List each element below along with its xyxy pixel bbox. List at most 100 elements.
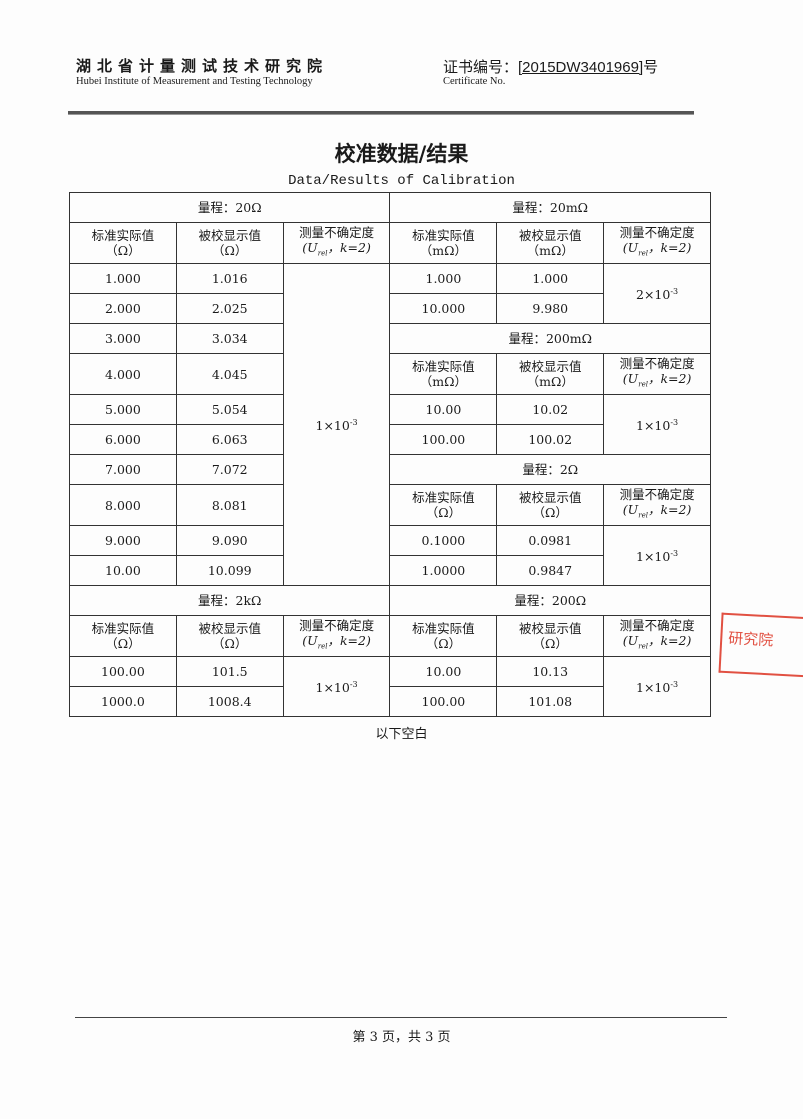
value: 100.00	[421, 694, 466, 709]
range-header: 量程：20mΩ	[389, 192, 711, 223]
value: 7.000	[105, 462, 141, 477]
rel: rel	[317, 249, 328, 258]
unc-base: 1×10	[636, 418, 671, 434]
displayed-value: 10.13	[496, 656, 605, 687]
standard-value: 9.000	[69, 525, 177, 556]
value: 3.034	[211, 331, 248, 346]
org-name-cn: 湖北省计量测试技术研究院	[76, 57, 329, 75]
range-label: 量程：200Ω	[514, 593, 587, 608]
u: U	[627, 370, 639, 386]
displayed-value: 10.02	[496, 394, 605, 425]
value: 4.045	[211, 366, 248, 382]
rel: rel	[638, 380, 648, 389]
blank-below-note: 以下空白	[375, 727, 428, 742]
cert-suffix: 号	[643, 58, 659, 76]
col-disp-label: 被校显示值	[518, 621, 582, 636]
standard-value: 1.0000	[389, 555, 498, 586]
rel: rel	[638, 511, 648, 520]
unit-label: （mΩ）	[526, 243, 574, 258]
unc-base: 2×10	[636, 287, 671, 303]
value: 9.090	[211, 533, 248, 548]
header-displayed-value: 被校显示值 （Ω）	[496, 484, 605, 526]
range-header: 量程：20Ω	[68, 192, 391, 223]
col-std-label: 标准实际值	[412, 359, 475, 374]
displayed-value: 7.072	[175, 454, 284, 485]
table-row: 标准实际值 （Ω） 被校显示值 （Ω） 测量不确定度 (Urel，k=2) 标准实际值 （mΩ…	[69, 222, 711, 264]
uncertainty-value: 1×10-3	[282, 656, 391, 717]
value: 6.063	[211, 432, 248, 447]
cert-label: 证书编号：	[443, 58, 519, 76]
displayed-value: 0.0981	[496, 525, 605, 556]
unit-label: （mΩ）	[419, 243, 467, 258]
table-row: 量程：20Ω 量程：20mΩ	[68, 192, 711, 223]
value: 10.13	[532, 664, 569, 679]
value: 2.000	[105, 301, 141, 316]
col-unc-label: 测量不确定度	[619, 355, 695, 371]
k: ，k=2)	[327, 632, 371, 648]
range-label: 量程：20Ω	[197, 200, 262, 215]
rel: rel	[638, 642, 648, 651]
k: ，k=2)	[647, 239, 692, 255]
displayed-value: 9.980	[496, 293, 605, 324]
header-uncertainty: 测量不确定度 (Urel，k=2)	[603, 484, 711, 526]
value: 10.099	[207, 563, 252, 578]
col-disp-label: 被校显示值	[518, 490, 582, 505]
value: 1000.0	[101, 694, 145, 709]
value: 10.00	[425, 402, 462, 417]
displayed-value: 1008.4	[175, 686, 284, 717]
standard-value: 1000.0	[69, 686, 177, 717]
displayed-value: 8.081	[175, 484, 284, 526]
standard-value: 1.000	[389, 263, 498, 294]
table-row: 2.000 2.025 10.000 9.980	[69, 293, 711, 324]
unit-label: （Ω）	[532, 505, 568, 520]
unc-exponent: -3	[670, 418, 679, 428]
value: 0.1000	[421, 533, 466, 548]
range-header: 量程：2kΩ	[68, 585, 391, 616]
value: 100.00	[101, 664, 145, 679]
p: (	[302, 632, 308, 648]
header-displayed-value: 被校显示值 （mΩ）	[496, 353, 605, 395]
table-row: 3.000 3.034 量程：200mΩ	[69, 323, 711, 354]
range-header: 量程：2Ω	[389, 454, 711, 485]
standard-value: 1.000	[69, 263, 177, 294]
unc-base: 1×10	[315, 418, 350, 434]
displayed-value: 100.02	[496, 424, 605, 455]
displayed-value: 101.5	[175, 656, 284, 687]
rel: rel	[317, 642, 328, 651]
rel: rel	[638, 249, 648, 258]
col-unc-label: 测量不确定度	[299, 617, 375, 633]
value: 6.000	[105, 432, 141, 447]
value: 1.000	[105, 271, 141, 286]
standard-value: 0.1000	[389, 525, 498, 556]
range-header: 量程：200mΩ	[389, 323, 711, 354]
col-std-label: 标准实际值	[412, 228, 475, 243]
header-displayed-value: 被校显示值 （Ω）	[175, 615, 284, 657]
u: U	[627, 632, 639, 648]
unit-label: （Ω）	[425, 636, 462, 651]
col-disp-label: 被校显示值	[518, 359, 582, 374]
col-disp-label: 被校显示值	[518, 228, 582, 243]
unc-exponent: -3	[670, 287, 679, 297]
value: 1.000	[532, 271, 569, 286]
unc-base: 1×10	[315, 680, 350, 696]
page-subtitle: Data/Results of Calibration	[288, 173, 515, 189]
p: (	[622, 370, 628, 386]
value: 101.5	[211, 664, 248, 679]
unc-exponent: -3	[349, 680, 358, 690]
table-row: 1000.0 1008.4 100.00 101.08	[69, 686, 711, 717]
value: 9.980	[532, 301, 569, 316]
page-number: 第 3 页，共 3 页	[352, 1030, 451, 1045]
range-header: 量程：200Ω	[389, 585, 711, 616]
displayed-value: 6.063	[175, 424, 284, 455]
standard-value: 10.00	[69, 555, 177, 586]
unit-label: （mΩ）	[526, 374, 574, 389]
value: 4.000	[105, 366, 141, 382]
unit-label: （mΩ）	[419, 374, 467, 389]
u: U	[307, 632, 318, 648]
value: 1008.4	[207, 694, 252, 709]
col-disp-label: 被校显示值	[198, 621, 261, 636]
standard-value: 10.00	[389, 656, 498, 687]
table-row: 8.000 8.081 标准实际值 （Ω） 被校显示值 （Ω） 测量不确定度 (Urel，k=…	[69, 484, 711, 526]
certificate-number: 证书编号：[2015DW3401969]号	[443, 56, 658, 77]
unc-base: 1×10	[636, 680, 671, 696]
